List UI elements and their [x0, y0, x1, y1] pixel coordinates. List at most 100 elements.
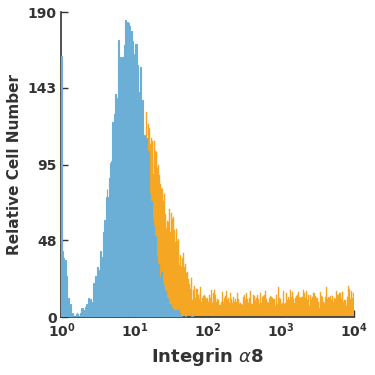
Bar [180, 255, 181, 317]
Bar [79, 316, 80, 317]
Bar [102, 270, 103, 317]
Bar [139, 107, 140, 317]
Bar [302, 297, 303, 317]
Bar [83, 315, 84, 317]
Bar [176, 310, 177, 317]
Bar [280, 299, 281, 317]
Bar [113, 260, 114, 317]
Bar [339, 293, 340, 317]
Bar [306, 291, 307, 317]
Bar [129, 26, 130, 317]
Bar [330, 296, 331, 317]
Bar [230, 293, 231, 317]
Bar [70, 304, 71, 317]
Bar [313, 293, 314, 317]
Bar [147, 188, 148, 317]
Bar [334, 299, 336, 317]
Bar [69, 307, 70, 317]
Bar [329, 298, 330, 317]
Bar [89, 308, 90, 317]
Bar [94, 308, 95, 317]
Bar [200, 293, 201, 317]
Y-axis label: Relative Cell Number: Relative Cell Number [7, 74, 22, 255]
Bar [223, 302, 224, 317]
Bar [294, 303, 296, 317]
Bar [288, 297, 289, 317]
Bar [303, 290, 304, 317]
Bar [131, 31, 132, 317]
Bar [125, 21, 126, 317]
Bar [131, 172, 132, 317]
Bar [317, 298, 318, 317]
Bar [119, 75, 120, 317]
Bar [249, 298, 250, 317]
Bar [276, 294, 277, 317]
Bar [95, 310, 96, 317]
Bar [111, 161, 112, 317]
Bar [246, 299, 248, 317]
Bar [90, 299, 91, 317]
Bar [133, 157, 134, 317]
Bar [251, 304, 252, 317]
Bar [346, 306, 347, 317]
Bar [179, 265, 180, 317]
Bar [331, 300, 332, 317]
Bar [175, 314, 176, 317]
Bar [265, 291, 266, 317]
Bar [79, 316, 80, 317]
Bar [85, 307, 86, 317]
Bar [332, 296, 333, 317]
Bar [237, 293, 238, 317]
Bar [257, 294, 258, 317]
Bar [315, 296, 316, 317]
Bar [275, 306, 276, 317]
Bar [233, 297, 234, 317]
Bar [142, 135, 143, 317]
Bar [304, 293, 305, 317]
Bar [62, 56, 63, 317]
Bar [134, 166, 135, 317]
Bar [144, 135, 145, 317]
Bar [126, 70, 127, 317]
Bar [167, 298, 168, 317]
Bar [184, 267, 185, 317]
Bar [311, 300, 312, 317]
Bar [84, 313, 85, 317]
Bar [114, 247, 116, 317]
Bar [136, 44, 137, 317]
Bar [260, 293, 261, 317]
Bar [80, 313, 81, 317]
Bar [151, 201, 152, 317]
Bar [266, 299, 267, 317]
Bar [146, 138, 147, 317]
Bar [292, 296, 294, 317]
Bar [84, 312, 85, 317]
Bar [121, 70, 122, 317]
Bar [137, 156, 138, 317]
Bar [87, 311, 88, 317]
Bar [322, 297, 323, 317]
Bar [217, 299, 218, 317]
Bar [179, 313, 180, 317]
Bar [282, 303, 283, 317]
Bar [277, 304, 278, 317]
Bar [105, 292, 106, 317]
Bar [191, 316, 192, 317]
Bar [105, 196, 106, 317]
Bar [169, 209, 170, 317]
Bar [128, 23, 129, 317]
Bar [243, 297, 244, 317]
Bar [352, 298, 353, 317]
Bar [118, 236, 119, 317]
Bar [72, 313, 73, 317]
Bar [310, 294, 311, 317]
Bar [325, 297, 326, 317]
Bar [161, 272, 162, 317]
Bar [328, 297, 329, 317]
Bar [185, 264, 186, 317]
Bar [204, 294, 206, 317]
Bar [64, 316, 65, 317]
Bar [96, 303, 97, 317]
Bar [196, 289, 198, 317]
Bar [212, 303, 213, 317]
